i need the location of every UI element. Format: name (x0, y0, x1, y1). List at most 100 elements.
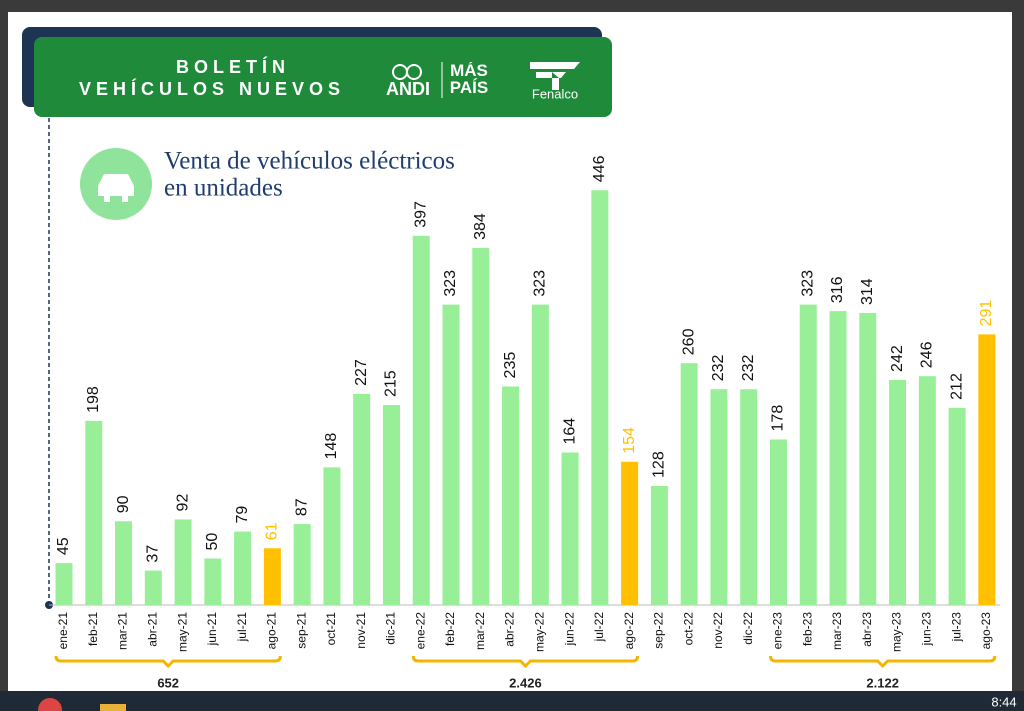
x-tick-label: jul-22 (592, 612, 606, 643)
bar (115, 521, 133, 605)
logo-text: MÁS PAÍS (449, 62, 489, 97)
bar (978, 334, 996, 605)
bar (85, 420, 103, 605)
x-tick-label: jul-21 (235, 612, 249, 643)
bar (174, 519, 192, 605)
value-label: 384 (472, 213, 489, 240)
value-label: 246 (919, 341, 936, 368)
x-tick-label: may-21 (175, 612, 189, 652)
bar (889, 379, 907, 605)
bar (293, 524, 311, 605)
period-total: 652 (157, 675, 179, 690)
x-tick-label: oct-21 (324, 612, 338, 646)
x-tick-label: feb-22 (443, 612, 457, 646)
value-label: 446 (591, 155, 608, 182)
value-label: 242 (889, 345, 906, 372)
value-label: 323 (442, 270, 459, 297)
value-label: 232 (710, 354, 727, 381)
x-tick-label: mar-22 (473, 612, 487, 650)
x-tick-label: ago-21 (265, 612, 279, 650)
x-tick-label: feb-23 (800, 612, 814, 646)
period-total: 2.122 (866, 675, 899, 690)
value-label: 128 (651, 451, 668, 478)
x-tick-label: jun-22 (562, 612, 576, 647)
value-label: 227 (353, 359, 370, 386)
value-label: 232 (740, 354, 757, 381)
bar (769, 439, 787, 605)
chart-title: en unidades (164, 175, 283, 202)
taskbar (0, 691, 1024, 711)
bar (621, 461, 639, 605)
bar (799, 304, 817, 605)
value-label: 61 (264, 522, 281, 540)
period-bracket (54, 655, 282, 669)
value-label: 87 (293, 498, 310, 516)
value-label: 178 (770, 405, 787, 432)
logo-icon (406, 64, 422, 80)
logo-box: MÁS PAÍS (449, 62, 489, 97)
bar (502, 386, 520, 605)
bar (650, 485, 668, 605)
x-tick-label: may-22 (532, 612, 546, 652)
x-tick-label: abr-21 (145, 612, 159, 647)
value-label: 212 (948, 373, 965, 400)
value-label: 90 (115, 495, 132, 513)
logo-mark (530, 62, 580, 90)
bar (561, 452, 579, 605)
value-label: 397 (412, 201, 429, 228)
x-tick-label: sep-21 (294, 612, 308, 649)
bar (412, 235, 430, 606)
x-tick-label: may-23 (890, 612, 904, 652)
x-tick-label: ene-21 (56, 612, 70, 650)
logo-text: ANDI (386, 79, 430, 99)
header-title: BOLETÍN (176, 56, 290, 77)
bar (918, 376, 936, 605)
value-label: 323 (799, 270, 816, 297)
bar (472, 247, 490, 605)
taskbar-icon[interactable] (100, 704, 126, 711)
bar (234, 531, 252, 605)
x-tick-label: mar-21 (116, 612, 130, 650)
value-label: 164 (561, 418, 578, 445)
x-tick-label: nov-22 (711, 612, 725, 649)
period-bracket (411, 655, 640, 669)
x-tick-label: jun-23 (920, 612, 934, 647)
bar (740, 389, 758, 605)
x-tick-label: dic-21 (384, 612, 398, 645)
bar (144, 570, 162, 605)
logo-text: Fenalco (532, 86, 578, 101)
x-tick-label: ene-22 (413, 612, 427, 650)
value-label: 92 (174, 494, 191, 512)
value-label: 291 (978, 300, 995, 327)
taskbar-icon[interactable] (38, 698, 62, 711)
bar (531, 304, 549, 605)
value-label: 50 (204, 533, 221, 551)
x-tick-label: abr-22 (503, 612, 517, 647)
bar (55, 563, 73, 605)
x-tick-label: jul-23 (949, 612, 963, 643)
car-icon (98, 174, 134, 202)
value-label: 79 (234, 506, 251, 524)
bar (710, 389, 728, 605)
x-tick-label: mar-23 (830, 612, 844, 650)
value-label: 316 (829, 276, 846, 303)
x-tick-label: abr-23 (860, 612, 874, 647)
header-title: VEHÍCULOS NUEVOS (79, 78, 345, 99)
x-tick-label: sep-22 (652, 612, 666, 649)
value-label: 148 (323, 433, 340, 460)
value-label: 323 (532, 270, 549, 297)
x-tick-label: jun-21 (205, 612, 219, 647)
bar (829, 311, 847, 605)
x-tick-label: ago-22 (622, 612, 636, 650)
bar (323, 467, 341, 605)
x-tick-label: feb-21 (86, 612, 100, 646)
bar (591, 190, 609, 605)
value-label: 198 (85, 386, 102, 413)
period-bracket (768, 655, 997, 669)
bar (442, 304, 460, 605)
bar (680, 363, 698, 605)
bar (263, 548, 281, 605)
value-label: 235 (502, 352, 519, 379)
value-label: 37 (145, 545, 162, 563)
